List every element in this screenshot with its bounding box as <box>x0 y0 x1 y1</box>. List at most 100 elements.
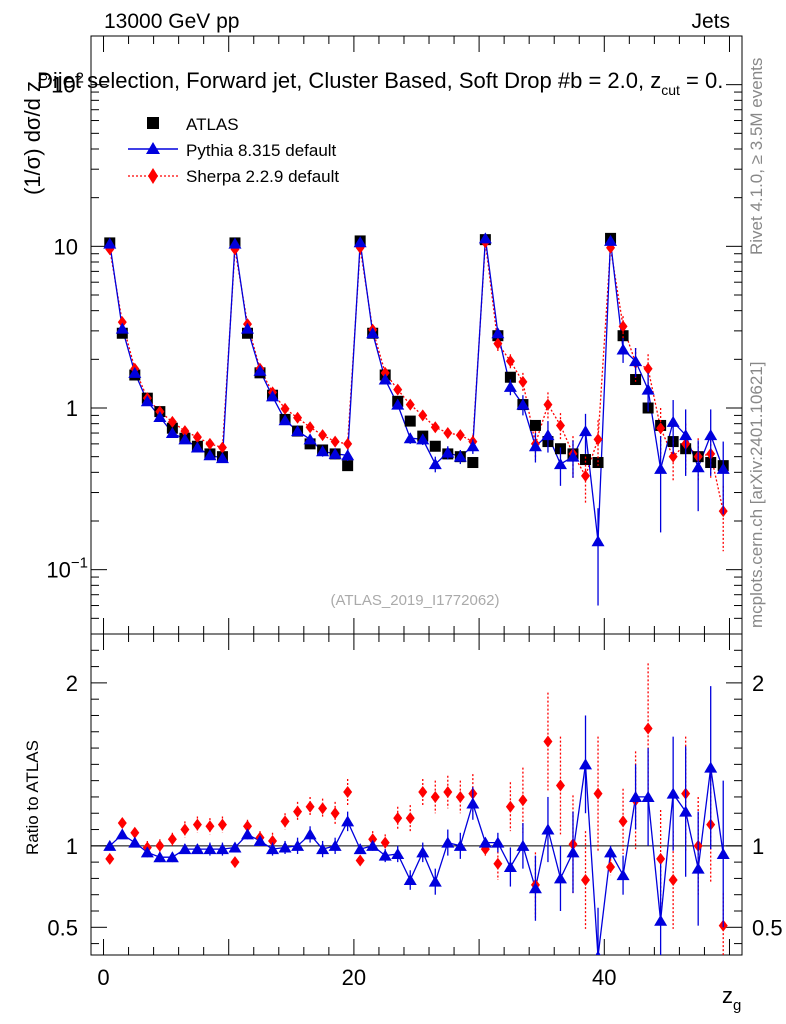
sherpa-point <box>455 429 465 442</box>
sherpa-ratio-point <box>330 807 340 820</box>
pythia-ratio-point <box>366 839 380 851</box>
pythia-point <box>140 395 154 407</box>
sherpa-ratio-point <box>455 790 465 803</box>
y-axis-title-sub: g <box>34 73 51 81</box>
pythia-point <box>165 427 179 439</box>
pythia-ratio-point <box>453 839 467 851</box>
pythia-ratio-point <box>641 790 655 802</box>
x-tick-label: 40 <box>592 965 616 990</box>
legend-atlas-marker <box>147 117 159 129</box>
sherpa-point <box>117 316 127 329</box>
pythia-ratio-point <box>629 790 643 802</box>
atlas-point <box>467 457 479 469</box>
pythia-ratio-point <box>115 828 129 840</box>
sherpa-ratio-point <box>268 834 278 847</box>
mcplots-label: mcplots.cern.ch [arXiv:2401.10621] <box>747 362 766 628</box>
legend-atlas-label: ATLAS <box>186 115 239 134</box>
pythia-ratio-point <box>203 843 217 855</box>
ratio-plot-frame <box>90 633 743 956</box>
pythia-point <box>203 449 217 461</box>
pythia-ratio-point <box>428 875 442 887</box>
sherpa-ratio-point <box>318 802 328 815</box>
y-axis-title-main: (1/σ) dσ/d z <box>20 81 45 195</box>
pythia-point <box>716 462 730 474</box>
pythia-point <box>353 236 367 248</box>
sherpa-point <box>180 425 190 438</box>
sherpa-point <box>443 427 453 440</box>
pythia-ratio-point <box>240 828 254 840</box>
sherpa-ratio-point <box>155 839 165 852</box>
data-marks <box>103 232 730 955</box>
pythia-ratio-point <box>391 847 405 859</box>
ratio-tick-label: 2 <box>66 671 78 696</box>
sherpa-point <box>493 337 503 350</box>
sherpa-ratio-point <box>618 815 628 828</box>
ratio-tick-label-right: 0.5 <box>752 915 783 940</box>
sherpa-point <box>305 421 315 434</box>
sherpa-ratio-point <box>293 805 303 818</box>
pythia-point <box>441 446 455 458</box>
y-tick-label-base: 10 <box>46 558 70 583</box>
pythia-point <box>478 232 492 244</box>
atlas-point <box>630 374 642 386</box>
x-axis-title: zg <box>722 983 741 1014</box>
sherpa-point <box>618 320 628 333</box>
sherpa-point <box>167 415 177 428</box>
pythia-ratio-point <box>666 787 680 799</box>
pythia-ratio-point <box>441 836 455 848</box>
pythia-ratio-point <box>153 851 167 863</box>
pythia-point <box>428 458 442 470</box>
sherpa-ratio-point <box>505 800 515 813</box>
pythia-point <box>604 234 618 246</box>
sherpa-ratio-point <box>593 787 603 800</box>
pythia-ratio-point <box>178 843 192 855</box>
sherpa-ratio-point <box>105 852 115 865</box>
pythia-point <box>328 447 342 459</box>
pythia-ratio-point <box>165 851 179 863</box>
sherpa-ratio-point <box>606 861 616 874</box>
ratio-tick-label: 0.5 <box>47 915 78 940</box>
atlas-point <box>404 415 416 427</box>
atlas-point <box>592 457 604 469</box>
sherpa-point <box>318 429 328 442</box>
plot-title-tail: = 0. <box>680 68 723 93</box>
sherpa-ratio-point <box>405 812 415 825</box>
sherpa-point <box>205 437 215 450</box>
plot-title-sub: cut <box>661 82 680 98</box>
watermark: (ATLAS_2019_I1772062) <box>330 592 499 609</box>
sherpa-point <box>555 419 565 432</box>
legend: ATLAS Pythia 8.315 default Sherpa 2.2.9 … <box>128 115 339 186</box>
sherpa-ratio-point <box>643 722 653 735</box>
sherpa-point <box>330 435 340 448</box>
pythia-ratio-line <box>109 764 724 955</box>
pythia-point <box>579 425 593 437</box>
sherpa-ratio-point <box>355 854 365 867</box>
pythia-point <box>491 327 505 339</box>
atlas-point <box>342 460 354 472</box>
pythia-ratio-point <box>595 950 601 955</box>
header-left: 13000 GeV pp <box>104 10 239 33</box>
x-axis-title-sub: g <box>733 997 741 1014</box>
sherpa-ratio-point <box>167 833 177 846</box>
y-tick-label-exp: −1 <box>71 555 88 572</box>
sherpa-point <box>217 441 227 454</box>
pythia-ratio-point <box>528 882 542 894</box>
pythia-ratio-point <box>654 914 668 926</box>
sherpa-ratio-point <box>430 790 440 803</box>
sherpa-ratio-point <box>668 874 678 887</box>
legend-sherpa-label: Sherpa 2.2.9 default <box>186 167 339 186</box>
pythia-point <box>153 410 167 422</box>
pythia-ratio-point <box>416 846 430 858</box>
pythia-line <box>109 238 724 542</box>
atlas-point <box>580 454 592 466</box>
sherpa-ratio-point <box>493 857 503 870</box>
sherpa-point <box>280 402 290 415</box>
pythia-ratio-point <box>466 797 480 809</box>
sherpa-point <box>293 411 303 424</box>
pythia-ratio-point <box>403 874 417 886</box>
pythia-point <box>378 373 392 385</box>
pythia-point <box>341 449 355 461</box>
sherpa-point <box>656 422 666 435</box>
pythia-point <box>278 414 292 426</box>
